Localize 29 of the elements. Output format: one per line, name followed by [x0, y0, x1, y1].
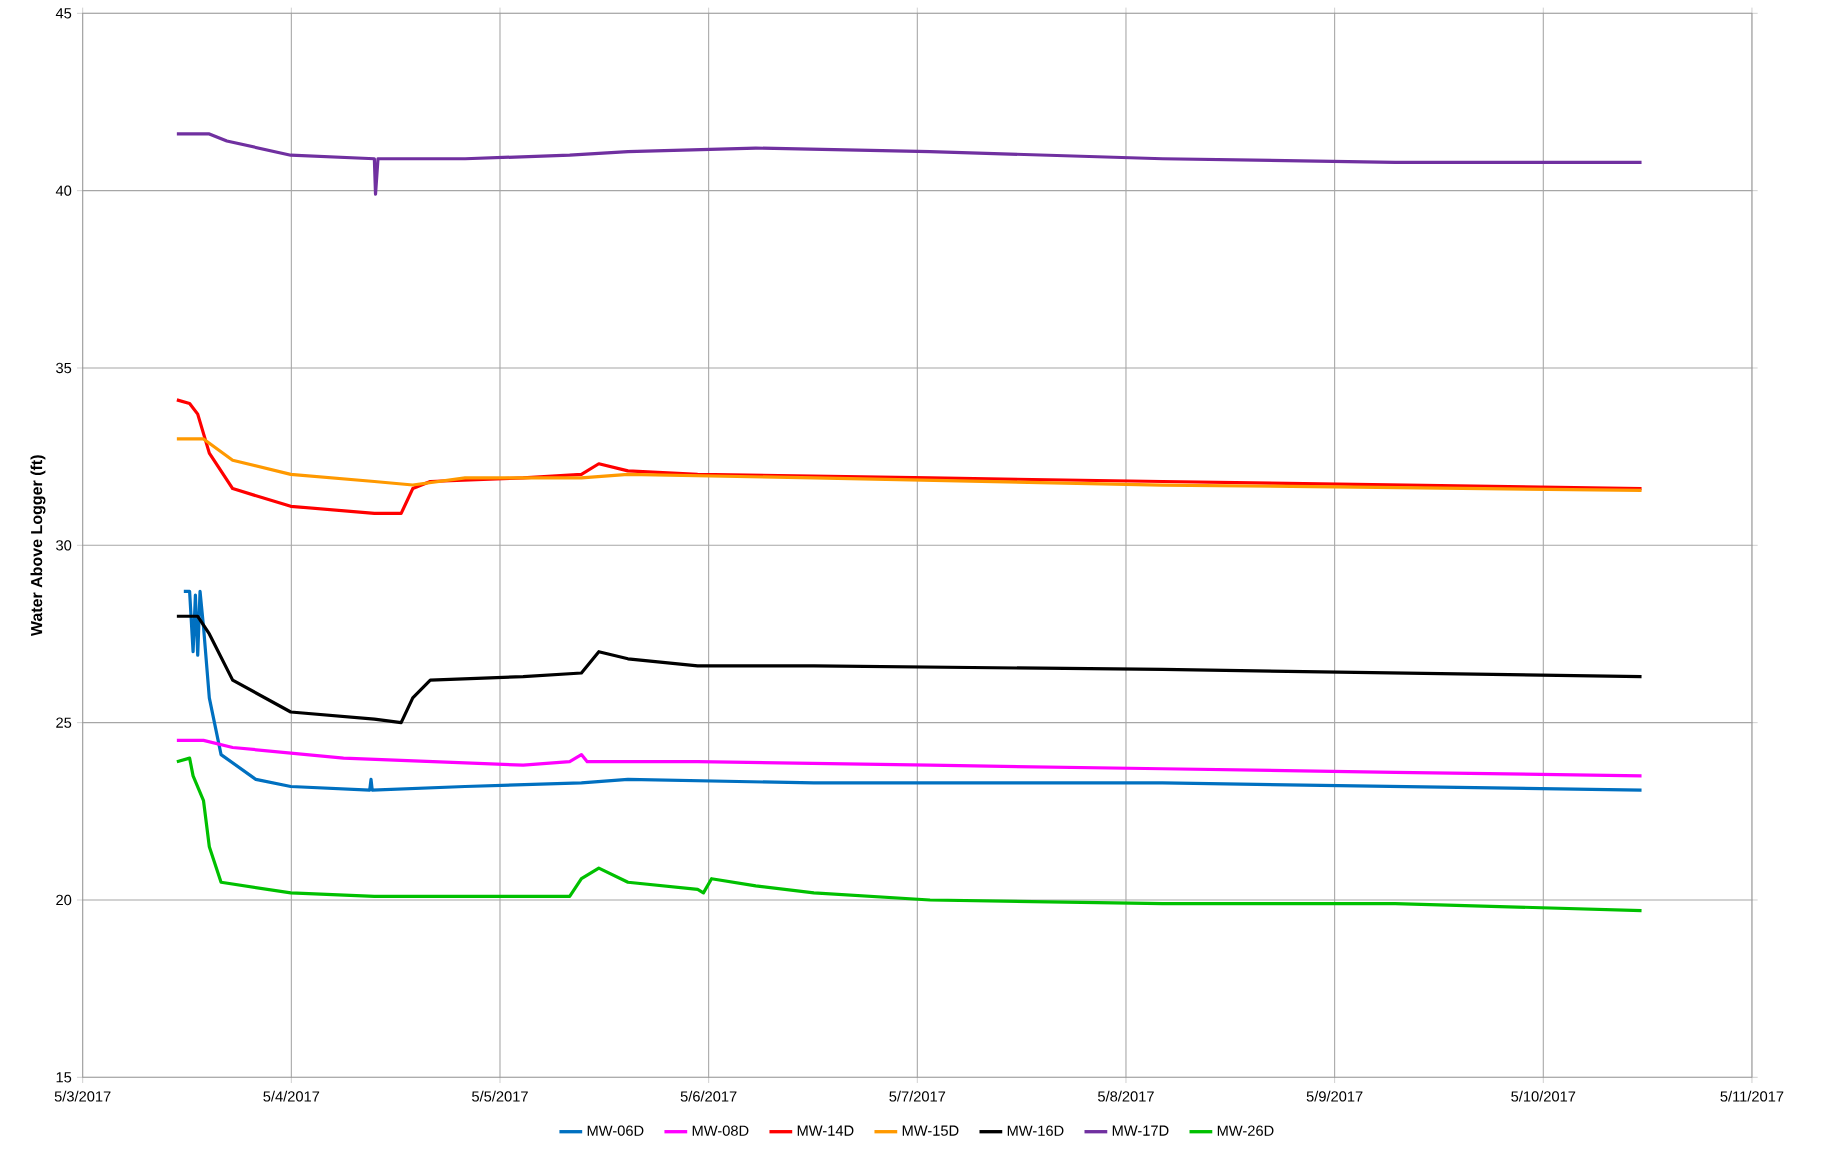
- legend-label: MW-15D: [902, 1125, 959, 1136]
- x-tick-label: 5/6/2017: [680, 1091, 737, 1102]
- x-tick-label: 5/9/2017: [1306, 1091, 1363, 1102]
- legend-label: MW-08D: [692, 1125, 749, 1137]
- x-tick-label: 5/11/2017: [1720, 1091, 1784, 1102]
- x-tick-label: 5/7/2017: [889, 1091, 946, 1102]
- y-tick-label: 45: [55, 8, 72, 19]
- legend-label: MW-16D: [1007, 1125, 1064, 1137]
- y-tick-label: 35: [56, 362, 72, 374]
- line-series: [175, 437, 1644, 493]
- y-tick-label: 15: [56, 1072, 72, 1083]
- legend-label: MW-17D: [1112, 1125, 1169, 1136]
- line-series: [182, 590, 1644, 792]
- x-tick-label: 5/5/2017: [472, 1091, 528, 1102]
- x-tick-label: 5/8/2017: [1098, 1091, 1154, 1102]
- line-series: [175, 614, 1644, 725]
- y-tick-label: 40: [55, 185, 72, 197]
- x-tick-label: 5/10/2017: [1511, 1091, 1576, 1102]
- x-tick-label: 5/4/2017: [263, 1091, 320, 1102]
- y-tick-label: 25: [56, 717, 72, 729]
- legend-label: MW-06D: [587, 1125, 644, 1137]
- y-tick-label: 20: [56, 894, 72, 906]
- y-tick-label: 30: [56, 540, 72, 551]
- line-series: [175, 132, 1644, 196]
- legend-label: MW-26D: [1217, 1125, 1274, 1137]
- y-axis-title: Water Above Logger (ft): [30, 455, 46, 637]
- legend-label: MW-14D: [797, 1125, 854, 1136]
- line-series: [175, 738, 1644, 778]
- x-tick-label: 5/3/2017: [54, 1091, 111, 1102]
